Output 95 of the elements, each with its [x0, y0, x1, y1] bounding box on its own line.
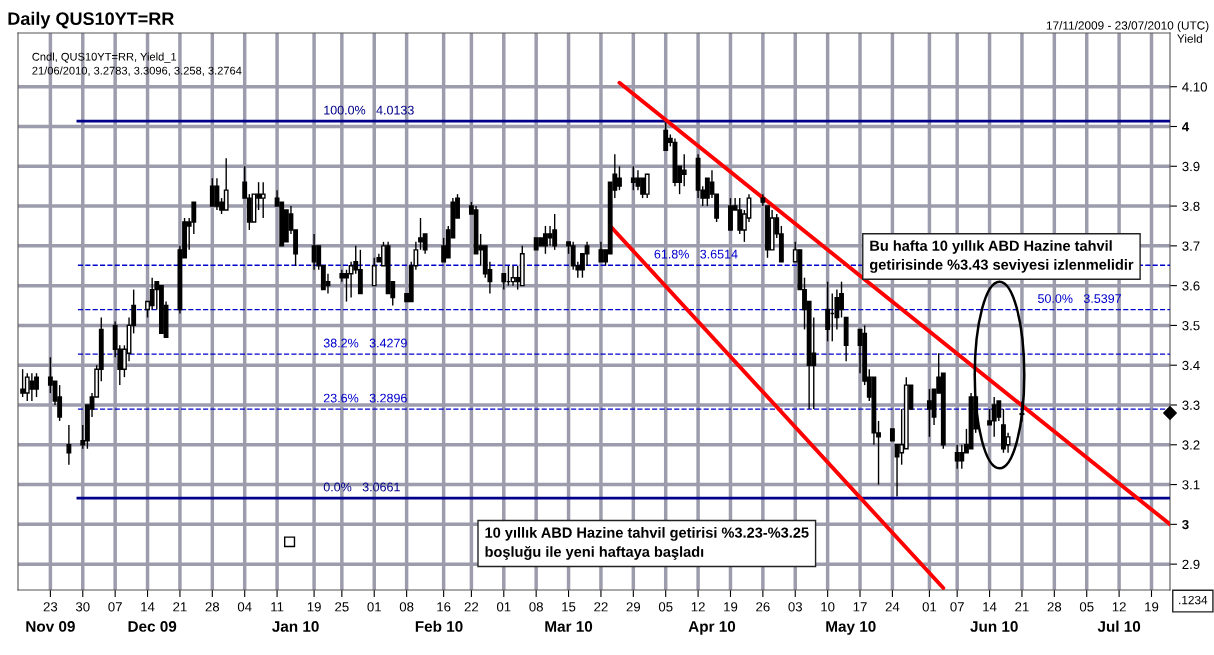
y-axis-title: Yield	[1177, 34, 1202, 43]
x-tick-label: 24	[885, 602, 900, 612]
candlestick	[737, 197, 743, 235]
candlestick	[663, 121, 669, 152]
x-tick-label: 29	[626, 602, 641, 612]
x-tick-label: 07	[950, 602, 964, 612]
x-tick-label: 22	[464, 602, 479, 612]
annotation: 10 yıllık ABD Hazine tahvil getirisi %3.23-%3.25 boşluğu ile yeni haftaya başladı	[485, 527, 809, 560]
x-tick-label: 01	[922, 602, 937, 612]
candlestick	[20, 368, 26, 398]
y-tick-label: 3	[1182, 519, 1189, 530]
candlestick	[223, 157, 229, 211]
x-tick-label: 05	[1079, 602, 1094, 612]
candlestick	[371, 257, 377, 287]
y-tick-label: 3.6	[1182, 281, 1200, 291]
x-tick-label: 21	[1015, 602, 1029, 612]
x-tick-label: 30	[75, 602, 90, 612]
x-tick-label: 04	[237, 602, 252, 612]
candlestick	[57, 384, 63, 422]
candlestick	[681, 153, 687, 187]
y-tick-label: 4.10	[1182, 82, 1207, 92]
candlestick	[991, 396, 997, 438]
annotation: 21/06/2010, 3.2783, 3.3096, 3.258, 3.2764	[32, 66, 242, 76]
x-tick-label: 08	[529, 602, 543, 612]
x-tick-label: 14	[983, 602, 997, 612]
x-tick-label: 21	[173, 602, 187, 612]
x-tick-label: 05	[658, 602, 673, 612]
annotation: Cndl, QUS10YT=RR, Yield_1	[32, 52, 177, 63]
x-tick-label: 01	[496, 602, 511, 612]
candlestick	[584, 241, 590, 267]
x-tick-label: 01	[367, 602, 381, 612]
x2-tick-label: Feb 10	[415, 620, 463, 632]
y-tick-label: 3.2	[1182, 440, 1200, 450]
candlestick	[630, 165, 636, 191]
ref-line-label: 61.8% 3.6514	[654, 249, 738, 259]
y-tick-label: 3.4	[1182, 360, 1200, 371]
x-tick-label: 19	[724, 602, 738, 612]
candlestick	[926, 388, 932, 438]
x-tick-label: 12	[1112, 602, 1126, 612]
ref-line-label: 38.2% 3.4279	[323, 338, 407, 348]
x-tick-label: 08	[399, 602, 414, 612]
x-tick-label: 12	[691, 602, 705, 612]
y-tick-label: 2.9	[1182, 559, 1200, 570]
y-tick-label: 4	[1182, 122, 1190, 132]
candlestick	[547, 225, 553, 247]
x-tick-label: 23	[43, 602, 58, 612]
x-tick-label: 14	[141, 602, 155, 612]
x-tick-label: 22	[594, 602, 608, 612]
x2-tick-label: Nov 09	[26, 621, 75, 632]
x-tick-label: 19	[307, 602, 321, 612]
x2-tick-label: Jan 10	[272, 621, 319, 632]
candlestick	[29, 372, 35, 402]
x-tick-label: 15	[562, 602, 576, 612]
candlestick	[66, 424, 72, 466]
y-tick-label: 3.7	[1182, 241, 1200, 251]
chart-subtitle: 17/11/2009 - 23/07/2010 (UTC)	[1046, 20, 1209, 32]
candlestick	[24, 372, 30, 402]
x-tick-label: 28	[1047, 602, 1062, 612]
candlestick	[959, 444, 965, 470]
x2-tick-label: Jun 10	[970, 621, 1018, 632]
candlestick	[644, 173, 650, 199]
ref-line-label: 0.0% 3.0661	[323, 482, 400, 492]
x-tick-label: 19	[1145, 602, 1159, 612]
x-tick-label: 26	[756, 602, 770, 612]
candlestick	[552, 213, 558, 251]
y-tick-label: 3.9	[1182, 161, 1200, 172]
candlestick	[357, 249, 363, 295]
x-tick-label: 17	[853, 602, 867, 612]
x2-tick-label: Jul 10	[1097, 620, 1141, 632]
candlestick	[209, 177, 215, 207]
candlestick	[422, 233, 428, 255]
y-tick-label: 3.5	[1182, 320, 1200, 331]
x2-tick-label: Mar 10	[545, 621, 593, 632]
ref-line-label: 50.0% 3.5397	[1038, 294, 1121, 303]
x-tick-label: 07	[108, 602, 122, 612]
x-tick-label: 10	[821, 602, 835, 612]
x-tick-label: 16	[437, 602, 451, 612]
ref-line-label: 100.0% 4.0133	[324, 105, 414, 115]
x2-tick-label: May 10	[826, 621, 876, 635]
y-tick-label: 3.1	[1182, 480, 1200, 490]
x-tick-label: 28	[205, 602, 220, 612]
candlestick	[149, 276, 155, 311]
x2-tick-label: Dec 09	[128, 621, 177, 632]
ref-line-label: 23.6% 3.2896	[323, 393, 407, 403]
x-tick-label: 25	[335, 602, 349, 612]
candlestick	[260, 181, 266, 219]
y-tick-label: 3.3	[1182, 400, 1200, 410]
chart-title: Daily QUS10YT=RR	[8, 11, 174, 29]
x-tick-label: 11	[271, 602, 284, 612]
x2-tick-label: Apr 10	[688, 621, 736, 635]
y-tick-label: 3.8	[1182, 201, 1200, 211]
candlestick	[825, 280, 831, 343]
annotation: Bu hafta 10 yıllık ABD Hazine tahvil getirisinde %3.43 seviyesi izlenmelidir	[869, 240, 1134, 273]
text: .1234	[1179, 595, 1208, 605]
x-tick-label: 03	[788, 602, 803, 612]
